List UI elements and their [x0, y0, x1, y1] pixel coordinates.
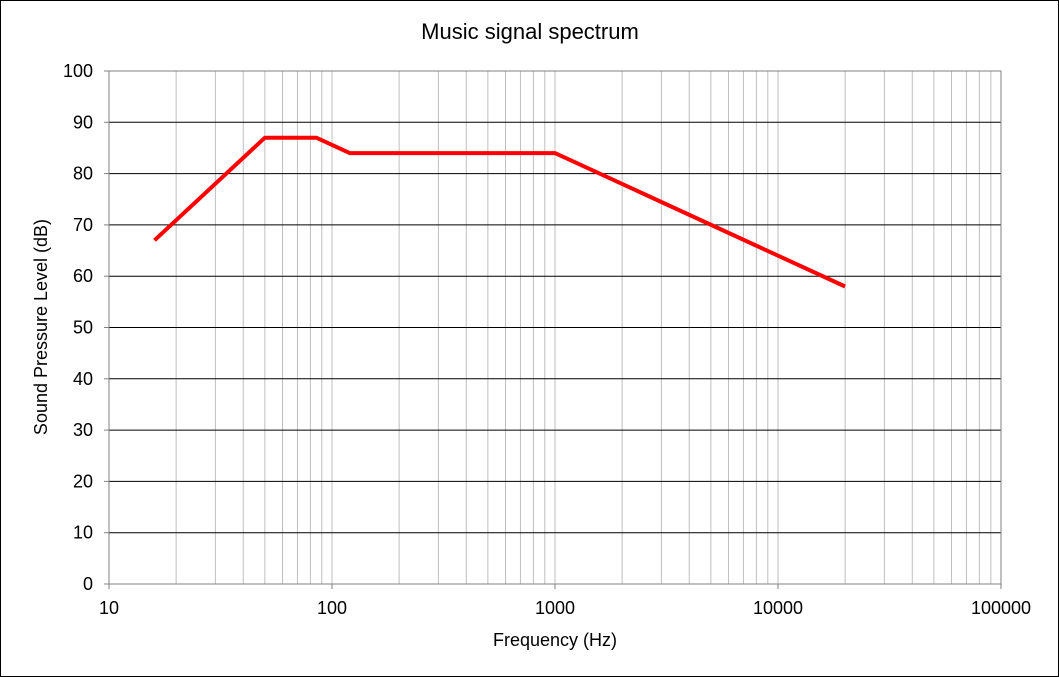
x-tick-label: 100000	[971, 598, 1031, 618]
y-tick-label: 70	[73, 215, 93, 235]
x-tick-label: 1000	[535, 598, 575, 618]
x-axis-ticks: 10 100 1000 10000 100000	[99, 584, 1031, 618]
chart-title: Music signal spectrum	[421, 19, 639, 44]
x-tick-label: 10	[99, 598, 119, 618]
grid-layer	[109, 70, 1001, 585]
x-tick-label: 10000	[753, 598, 803, 618]
y-tick-label: 100	[63, 61, 93, 81]
y-tick-label: 20	[73, 471, 93, 491]
x-axis-label: Frequency (Hz)	[493, 630, 617, 650]
y-tick-label: 90	[73, 112, 93, 132]
y-axis-ticks: 0 10 20 30 40 50 60 70 80 90 100	[63, 61, 109, 594]
y-tick-label: 60	[73, 266, 93, 286]
x-tick-label: 100	[317, 598, 347, 618]
series-layer	[153, 135, 846, 289]
y-tick-label: 10	[73, 523, 93, 543]
series-line	[153, 135, 846, 289]
y-tick-label: 40	[73, 369, 93, 389]
y-tick-label: 0	[83, 574, 93, 594]
y-tick-label: 80	[73, 164, 93, 184]
y-tick-label: 50	[73, 318, 93, 338]
y-tick-label: 30	[73, 420, 93, 440]
y-axis-label: Sound Pressure Level (dB)	[31, 219, 51, 435]
